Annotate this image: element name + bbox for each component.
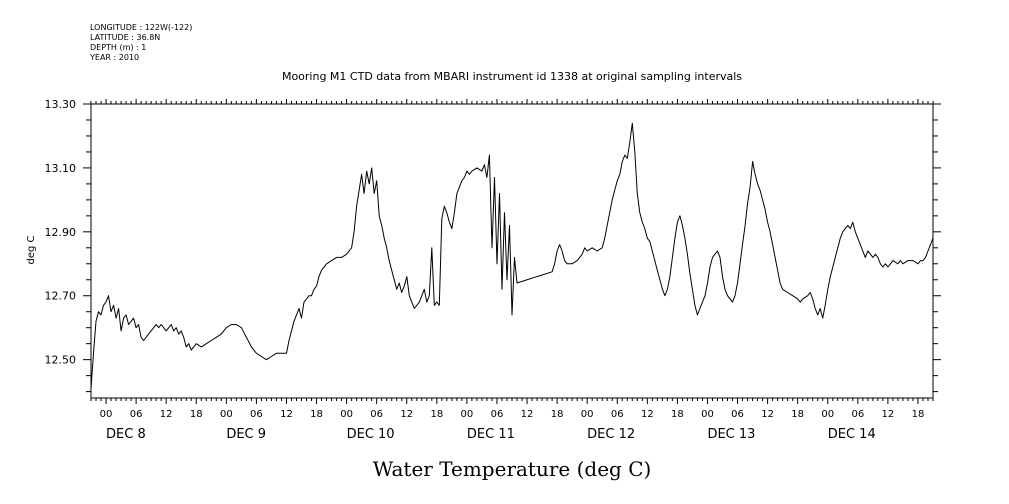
x-tick-label: 18 bbox=[190, 409, 203, 420]
x-tick-label: 00 bbox=[581, 409, 594, 420]
x-tick-label: 12 bbox=[641, 409, 654, 420]
x-day-label: DEC 14 bbox=[828, 427, 876, 442]
x-tick-label: 18 bbox=[671, 409, 684, 420]
x-tick-label: 00 bbox=[220, 409, 233, 420]
x-day-label: DEC 11 bbox=[467, 427, 515, 442]
x-tick-label: 12 bbox=[280, 409, 293, 420]
x-axis: 00 06 12 18 00 06 12 18 00 06 12 18 00 06 12 18 00 06 12 18… bbox=[90, 99, 934, 442]
x-tick-label: 18 bbox=[551, 409, 564, 420]
x-tick-label: 06 bbox=[731, 409, 744, 420]
y-axis: 12.50 12.70 12.90 13.10 13.30 bbox=[45, 98, 941, 393]
x-tick-label: 18 bbox=[791, 409, 804, 420]
x-tick-label: 18 bbox=[912, 409, 925, 420]
x-day-label: DEC 9 bbox=[226, 427, 266, 442]
metadata-block: LONGITUDE : 122W(-122) LATITUDE : 36.8N … bbox=[89, 23, 192, 62]
series-line bbox=[90, 122, 934, 389]
latitude-text: LATITUDE : 36.8N bbox=[90, 33, 160, 42]
depth-text: DEPTH (m) : 1 bbox=[90, 43, 146, 52]
y-tick-label: 12.70 bbox=[45, 290, 77, 303]
x-tick-label: 12 bbox=[761, 409, 774, 420]
year-text: YEAR : 2010 bbox=[89, 53, 139, 62]
x-axis-label: Water Temperature (deg C) bbox=[373, 457, 652, 481]
y-tick-label: 12.50 bbox=[45, 354, 77, 367]
x-tick-label: 06 bbox=[370, 409, 383, 420]
x-tick-label: 12 bbox=[400, 409, 413, 420]
plot-frame bbox=[90, 103, 934, 399]
x-day-label: DEC 12 bbox=[587, 427, 635, 442]
x-tick-label: 18 bbox=[430, 409, 443, 420]
x-day-label: DEC 13 bbox=[707, 427, 755, 442]
x-tick-label: 12 bbox=[160, 409, 173, 420]
x-tick-label: 00 bbox=[100, 409, 113, 420]
x-day-label: DEC 10 bbox=[347, 427, 395, 442]
x-tick-label: 06 bbox=[130, 409, 143, 420]
x-tick-label: 12 bbox=[521, 409, 534, 420]
x-tick-label: 12 bbox=[882, 409, 895, 420]
x-tick-label: 06 bbox=[611, 409, 624, 420]
chart-title: Mooring M1 CTD data from MBARI instrumen… bbox=[282, 70, 742, 83]
y-tick-label: 13.10 bbox=[45, 162, 77, 175]
y-tick-label: 12.90 bbox=[45, 226, 77, 239]
x-tick-label: 00 bbox=[340, 409, 353, 420]
x-tick-label: 00 bbox=[461, 409, 474, 420]
x-tick-label: 18 bbox=[310, 409, 323, 420]
x-tick-label: 00 bbox=[821, 409, 834, 420]
series-layer bbox=[90, 122, 934, 389]
x-tick-label: 06 bbox=[851, 409, 864, 420]
x-day-label: DEC 8 bbox=[106, 427, 146, 442]
x-tick-label: 00 bbox=[701, 409, 714, 420]
longitude-text: LONGITUDE : 122W(-122) bbox=[90, 23, 192, 32]
x-tick-label: 06 bbox=[250, 409, 263, 420]
y-axis-label: deg C bbox=[26, 235, 37, 264]
x-tick-label: 06 bbox=[491, 409, 504, 420]
y-tick-label: 13.30 bbox=[45, 98, 77, 111]
